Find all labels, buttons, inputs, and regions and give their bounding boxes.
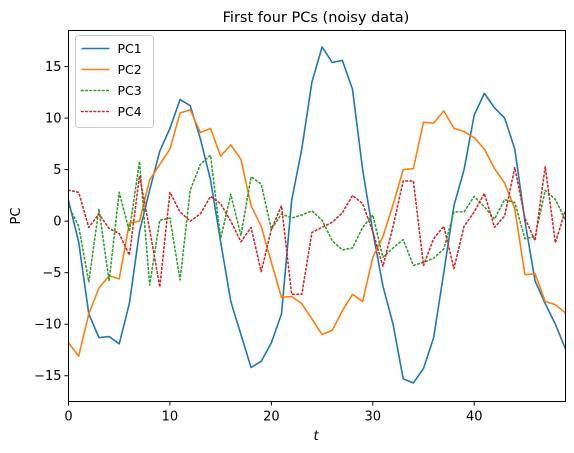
y-axis-label: PC [9,208,24,225]
legend-label-pc4: PC4 [118,104,142,119]
x-tick-label: 40 [466,410,483,425]
x-axis-label: t [313,429,319,444]
legend-box [75,35,154,128]
y-tick-label: 10 [45,112,62,127]
axis-ticks: 0 10 20 30 40 −15 −10 −5 0 5 10 15 [34,60,482,424]
series-line-pc4 [68,165,566,296]
series-line-pc2 [68,109,566,357]
legend-label-pc1: PC1 [118,41,142,56]
y-tick-label: −15 [34,369,61,384]
x-tick-label: 0 [64,410,72,425]
series-line-pc3 [68,154,566,286]
y-tick-label: −10 [34,318,61,333]
legend: PC1 PC2 PC3 PC4 [75,35,154,128]
y-tick-label: 0 [53,215,61,230]
x-tick-label: 30 [365,410,382,425]
legend-label-pc2: PC2 [118,62,142,77]
plot-area [68,46,566,384]
chart-title: First four PCs (noisy data) [223,10,410,26]
legend-label-pc3: PC3 [118,83,142,98]
y-tick-label: −5 [42,266,61,281]
x-tick-label: 10 [162,410,179,425]
plot-frame [68,30,566,402]
series-line-pc1 [68,46,566,384]
y-tick-label: 5 [53,163,61,178]
x-tick-label: 20 [263,410,280,425]
y-tick-label: 15 [45,60,62,75]
